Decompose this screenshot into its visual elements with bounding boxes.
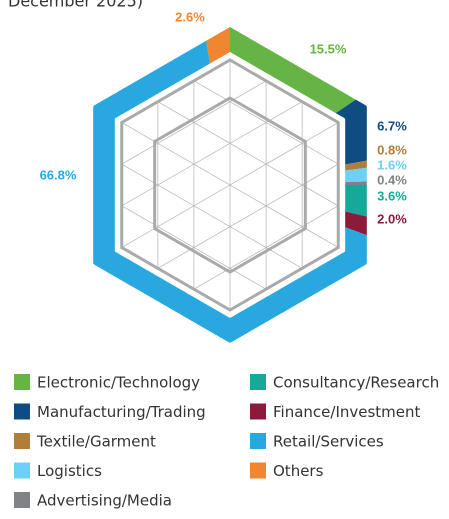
lattice-line	[121, 97, 339, 310]
legend-label: Electronic/Technology	[37, 374, 200, 392]
legend-swatch	[14, 403, 30, 420]
legend-label: Others	[273, 462, 324, 480]
value-label: 3.6%	[377, 188, 407, 203]
legend-swatch	[14, 492, 30, 508]
slice	[345, 185, 367, 217]
legend-label: Manufacturing/Trading	[37, 403, 206, 421]
legend-swatch	[250, 374, 266, 390]
slice	[345, 211, 367, 236]
lattice-line	[121, 60, 339, 310]
value-label: 66.8%	[40, 167, 77, 182]
lattice-line	[121, 65, 339, 310]
slice	[335, 99, 367, 165]
slice	[206, 27, 230, 64]
legend-swatch	[14, 433, 30, 449]
legend-swatch	[14, 374, 30, 390]
legend-swatch	[14, 462, 30, 479]
value-label: 15.5%	[310, 41, 347, 56]
slice	[345, 181, 367, 185]
lattice-line	[121, 60, 339, 305]
lattice-line	[121, 60, 339, 305]
slice	[345, 160, 367, 171]
legend-label: Logistics	[37, 462, 102, 480]
legend-label: Textile/Garment	[36, 433, 156, 451]
lattice-line	[121, 65, 339, 310]
legend-swatch	[250, 403, 266, 420]
legend-swatch	[250, 462, 266, 479]
lattice-line	[121, 60, 339, 273]
value-label: 6.7%	[377, 118, 407, 133]
outer-outline	[120, 58, 340, 312]
value-label: 0.8%	[377, 142, 407, 157]
value-label: 2.0%	[377, 211, 407, 226]
value-label: 0.4%	[377, 172, 407, 187]
chart-title: December 2025)	[8, 0, 143, 11]
legend-label: Retail/Services	[273, 433, 384, 451]
legend-label: Consultancy/Research	[273, 374, 439, 392]
hexagon-grid	[120, 58, 340, 312]
legend-swatch	[250, 433, 266, 449]
slice	[345, 167, 367, 183]
slice	[230, 27, 356, 114]
legend-label: Advertising/Media	[37, 492, 172, 510]
value-label: 1.6%	[377, 157, 407, 172]
inner-outline	[153, 96, 307, 274]
value-label: 2.6%	[175, 9, 205, 24]
legend-label: Finance/Investment	[273, 403, 421, 421]
